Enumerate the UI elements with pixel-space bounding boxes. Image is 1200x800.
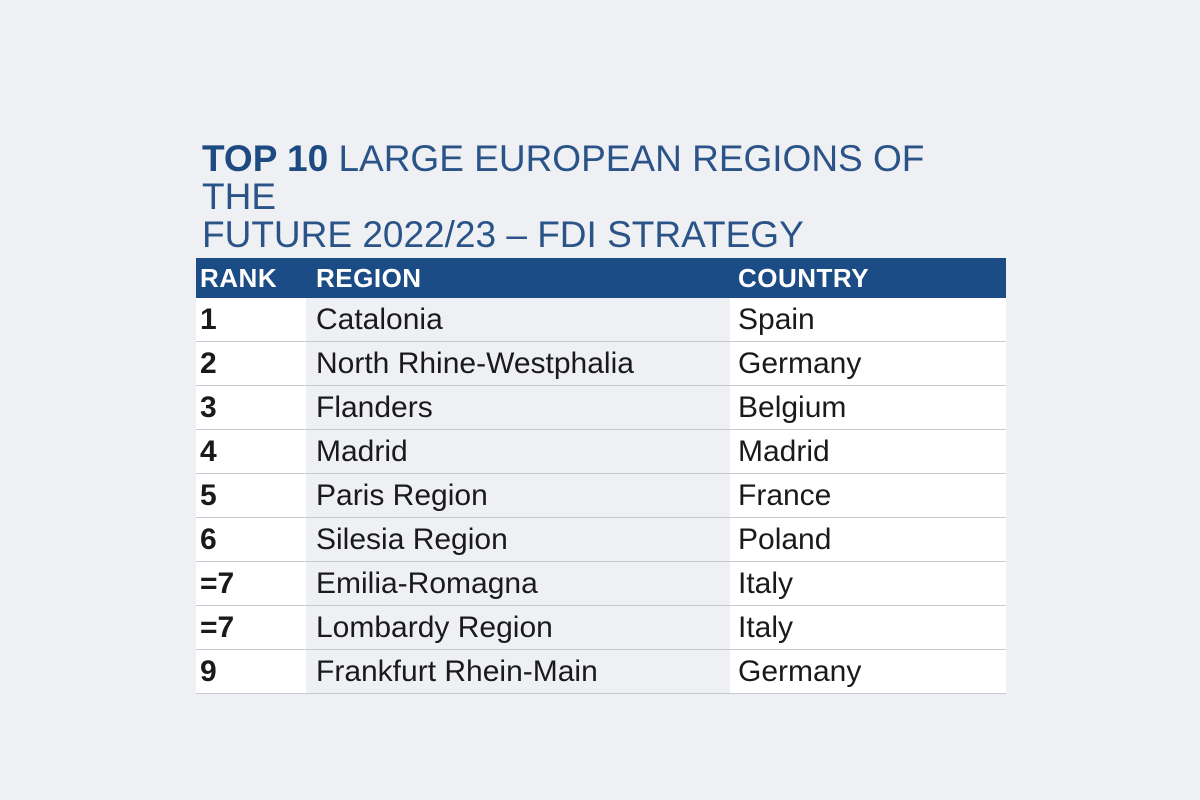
cell-region: Madrid <box>306 430 730 473</box>
cell-country: Germany <box>730 342 1006 385</box>
title-rest-line1: LARGE EUROPEAN REGIONS OF THE <box>202 138 925 217</box>
cell-rank: 9 <box>196 650 306 693</box>
header-rank: RANK <box>200 262 278 293</box>
header-country: COUNTRY <box>738 262 870 293</box>
header-region: REGION <box>316 262 422 293</box>
cell-rank: 1 <box>196 298 306 341</box>
cell-rank: 4 <box>196 430 306 473</box>
cell-region: Flanders <box>306 386 730 429</box>
table-row: 6 Silesia Region Poland <box>196 518 1006 562</box>
table-row: =7 Emilia-Romagna Italy <box>196 562 1006 606</box>
cell-country: Poland <box>730 518 1006 561</box>
cell-rank: 6 <box>196 518 306 561</box>
cell-region: Silesia Region <box>306 518 730 561</box>
cell-country: Italy <box>730 606 1006 649</box>
ranking-table-card: TOP 10 LARGE EUROPEAN REGIONS OF THE FUT… <box>196 140 1006 694</box>
cell-country: France <box>730 474 1006 517</box>
cell-rank: =7 <box>196 562 306 605</box>
table-header: RANK REGION COUNTRY <box>196 258 1006 298</box>
ranking-table: RANK REGION COUNTRY 1 Catalonia Spain 2 … <box>196 258 1006 694</box>
cell-rank: 3 <box>196 386 306 429</box>
table-row: 9 Frankfurt Rhein-Main Germany <box>196 650 1006 694</box>
table-row: =7 Lombardy Region Italy <box>196 606 1006 650</box>
cell-country: Belgium <box>730 386 1006 429</box>
table-row: 3 Flanders Belgium <box>196 386 1006 430</box>
table-row: 5 Paris Region France <box>196 474 1006 518</box>
cell-region: Paris Region <box>306 474 730 517</box>
title-strong: TOP 10 <box>202 138 329 179</box>
table-row: 2 North Rhine-Westphalia Germany <box>196 342 1006 386</box>
cell-region: North Rhine-Westphalia <box>306 342 730 385</box>
cell-region: Emilia-Romagna <box>306 562 730 605</box>
cell-country: Spain <box>730 298 1006 341</box>
table-row: 1 Catalonia Spain <box>196 298 1006 342</box>
cell-rank: 2 <box>196 342 306 385</box>
cell-rank: =7 <box>196 606 306 649</box>
cell-country: Italy <box>730 562 1006 605</box>
table-row: 4 Madrid Madrid <box>196 430 1006 474</box>
title-line2: FUTURE 2022/23 – FDI STRATEGY <box>202 214 804 255</box>
cell-rank: 5 <box>196 474 306 517</box>
cell-region: Frankfurt Rhein-Main <box>306 650 730 693</box>
cell-country: Germany <box>730 650 1006 693</box>
table-title: TOP 10 LARGE EUROPEAN REGIONS OF THE FUT… <box>196 140 1006 254</box>
cell-country: Madrid <box>730 430 1006 473</box>
cell-region: Catalonia <box>306 298 730 341</box>
cell-region: Lombardy Region <box>306 606 730 649</box>
